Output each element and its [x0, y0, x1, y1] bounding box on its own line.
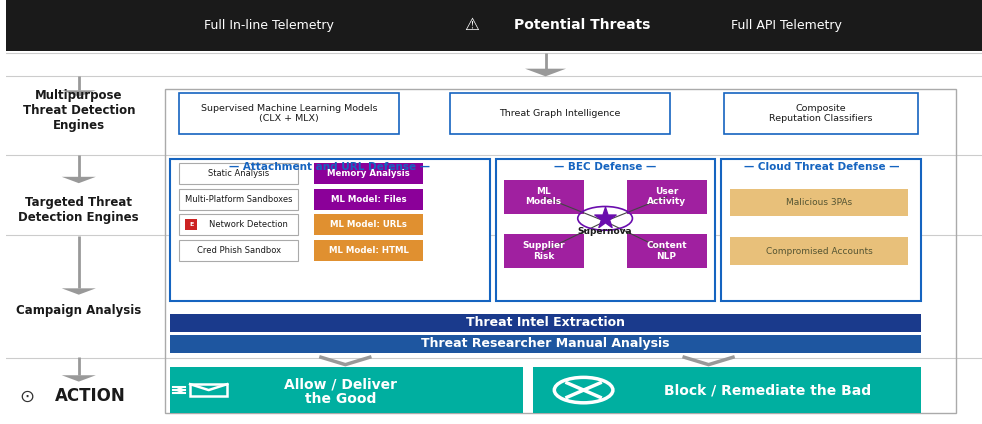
- Text: Malicious 3PAs: Malicious 3PAs: [786, 198, 852, 207]
- Bar: [627, 234, 707, 268]
- Text: Compromised Accounts: Compromised Accounts: [766, 247, 872, 256]
- Point: [597, 215, 613, 222]
- Text: Targeted Threat
Detection Engines: Targeted Threat Detection Engines: [19, 196, 139, 224]
- Bar: [170, 159, 490, 301]
- Text: — Cloud Threat Defense —: — Cloud Threat Defense —: [743, 162, 900, 173]
- Text: User
Activity: User Activity: [647, 187, 686, 206]
- Bar: [533, 367, 921, 413]
- Text: Static Analysis: Static Analysis: [208, 169, 269, 179]
- Bar: [170, 314, 921, 332]
- Text: Potential Threats: Potential Threats: [515, 17, 651, 32]
- Text: Composite
Reputation Classifiers: Composite Reputation Classifiers: [769, 104, 873, 123]
- Text: ML Model: Files: ML Model: Files: [331, 195, 407, 204]
- Bar: [730, 237, 907, 265]
- Text: ACTION: ACTION: [55, 388, 126, 405]
- Polygon shape: [525, 69, 566, 76]
- Bar: [180, 189, 299, 210]
- Bar: [314, 240, 423, 261]
- Bar: [186, 220, 197, 230]
- Text: Full In-line Telemetry: Full In-line Telemetry: [204, 19, 334, 32]
- Bar: [170, 367, 523, 413]
- Text: E: E: [189, 222, 193, 227]
- Text: Memory Analysis: Memory Analysis: [327, 169, 410, 179]
- Text: Allow / Deliver: Allow / Deliver: [284, 378, 397, 392]
- Text: ML Model: HTML: ML Model: HTML: [329, 245, 409, 255]
- Text: Threat Graph Intelligence: Threat Graph Intelligence: [499, 109, 621, 118]
- Text: Supervised Machine Learning Models
(CLX + MLX): Supervised Machine Learning Models (CLX …: [201, 104, 377, 123]
- Bar: [191, 384, 227, 396]
- Bar: [722, 159, 921, 301]
- Bar: [450, 93, 670, 134]
- Text: Cred Phish Sandbox: Cred Phish Sandbox: [196, 245, 281, 255]
- Text: Multi-Platform Sandboxes: Multi-Platform Sandboxes: [186, 195, 293, 204]
- Text: the Good: the Good: [304, 392, 376, 407]
- Text: Content
NLP: Content NLP: [646, 241, 687, 261]
- Text: Threat Intel Extraction: Threat Intel Extraction: [466, 316, 625, 329]
- Text: Block / Remediate the Bad: Block / Remediate the Bad: [664, 383, 871, 397]
- Bar: [314, 214, 423, 235]
- Text: Threat Researcher Manual Analysis: Threat Researcher Manual Analysis: [421, 338, 670, 350]
- Bar: [170, 335, 921, 353]
- Bar: [504, 180, 583, 214]
- Text: Multipurpose
Threat Detection
Engines: Multipurpose Threat Detection Engines: [23, 89, 136, 132]
- Text: Full API Telemetry: Full API Telemetry: [732, 19, 843, 32]
- Text: ML
Models: ML Models: [525, 187, 562, 206]
- Polygon shape: [62, 90, 96, 97]
- Text: ◎: ◎: [20, 10, 35, 28]
- Bar: [504, 234, 583, 268]
- Bar: [314, 163, 423, 184]
- Bar: [724, 93, 917, 134]
- Bar: [180, 93, 399, 134]
- Bar: [165, 89, 955, 413]
- Bar: [730, 189, 907, 216]
- Text: Campaign Analysis: Campaign Analysis: [16, 304, 141, 317]
- Polygon shape: [62, 375, 96, 382]
- Bar: [496, 159, 716, 301]
- Text: — BEC Defense —: — BEC Defense —: [555, 162, 657, 173]
- Text: ⚠: ⚠: [464, 17, 479, 34]
- Text: ⊙: ⊙: [20, 388, 34, 405]
- Text: — Attachment and URL Defense —: — Attachment and URL Defense —: [229, 162, 430, 173]
- Bar: [314, 189, 423, 210]
- Bar: [180, 163, 299, 184]
- Text: ML Model: URLs: ML Model: URLs: [330, 220, 408, 229]
- Polygon shape: [62, 177, 96, 183]
- Text: Network Detection: Network Detection: [209, 220, 288, 229]
- Text: Supernova: Supernova: [577, 226, 632, 236]
- Polygon shape: [62, 288, 96, 295]
- Bar: [627, 180, 707, 214]
- Bar: [180, 240, 299, 261]
- Bar: [6, 0, 982, 51]
- Text: VISIBILITY: VISIBILITY: [45, 10, 141, 28]
- Text: Supplier
Risk: Supplier Risk: [522, 241, 565, 261]
- Bar: [180, 214, 299, 235]
